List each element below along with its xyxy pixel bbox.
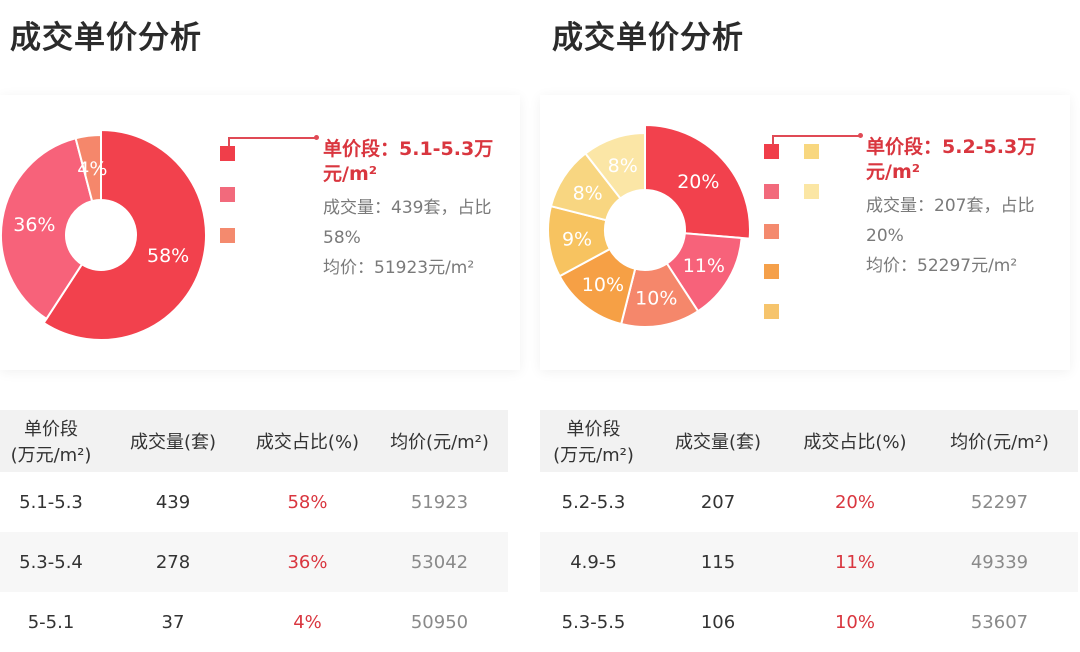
legend-swatch[interactable] (804, 184, 819, 199)
table-cell: 11% (789, 532, 921, 592)
segment-label: 单价段：5.2-5.3万元/m² (866, 136, 1037, 183)
legend-swatch[interactable] (220, 228, 235, 243)
callout-dot (858, 133, 863, 138)
slice-label: 8% (573, 183, 603, 205)
slice-label: 20% (677, 171, 719, 193)
table-cell: 5.2-5.3 (561, 491, 626, 513)
avg-price-text: 均价：52297元/m² (866, 256, 1018, 276)
column-header: 单价段 (万元/m²) (540, 410, 647, 472)
column-header: 成交占比(%) (244, 410, 371, 472)
slice-label: 36% (13, 214, 55, 236)
callout-line (228, 137, 230, 147)
pie-slice[interactable] (42, 128, 207, 341)
table-cell: 5.1-5.3 (19, 491, 83, 513)
table-cell: 5-5.1 (27, 611, 75, 633)
column-header: 成交量(套) (102, 410, 244, 472)
table-cell: 49339 (921, 532, 1078, 592)
legend-swatch[interactable] (764, 264, 779, 279)
table-cell: 439 (155, 491, 191, 513)
table-cell: 50950 (410, 611, 469, 633)
slice-label: 10% (582, 274, 624, 296)
callout-line (228, 137, 316, 139)
price-table: 单价段 (万元/m²) 成交量(套) 成交占比(%) 均价(元/m²) 5.1-5.3 4… (0, 410, 508, 652)
table-cell: 4.9-5 (540, 532, 647, 592)
pie-slice[interactable] (0, 137, 94, 321)
table-cell: 5.3-5.4 (0, 532, 102, 592)
slice-label: 4% (77, 158, 107, 180)
table-cell: 207 (700, 491, 736, 513)
table-cell: 53042 (371, 532, 508, 592)
callout-line (772, 135, 774, 145)
column-header: 单价段 (万元/m²) (0, 410, 102, 472)
tooltip-info: 单价段：5.1-5.3万元/m² 成交量：439套，占比58% 均价：51923… (323, 137, 523, 283)
tooltip-info: 单价段：5.2-5.3万元/m² 成交量：207套，占比20% 均价：52297… (866, 135, 1066, 281)
table-cell: 115 (647, 532, 789, 592)
volume-text: 成交量：439套，占比58% (323, 198, 492, 248)
table-row[interactable]: 4.9-5 115 11% 49339 (540, 532, 1078, 592)
column-header: 成交量(套) (647, 410, 789, 472)
table-row[interactable]: 5-5.1 37 4% 50950 (0, 592, 508, 652)
segment-label: 单价段：5.1-5.3万元/m² (323, 138, 494, 185)
pie-slice[interactable] (644, 123, 751, 240)
donut-chart: 58% 36% 4% (0, 128, 207, 341)
table-cell: 51923 (410, 491, 469, 513)
table-cell: 53607 (970, 611, 1029, 633)
table-cell: 106 (700, 611, 736, 633)
table-cell: 20% (834, 491, 875, 513)
panel-title: 成交单价分析 (10, 20, 202, 56)
table-row[interactable]: 5.3-5.4 278 36% 53042 (0, 532, 508, 592)
price-table: 单价段 (万元/m²) 成交量(套) 成交占比(%) 均价(元/m²) 5.2-5.3 2… (540, 410, 1078, 652)
slice-label: 58% (147, 245, 189, 267)
table-cell: 37 (161, 611, 185, 633)
right-panel: 成交单价分析 20% 11% 10% 10% 9% 8% 8% 单价段：5.2-5.3万元/… (540, 0, 1080, 648)
table-row[interactable]: 5.3-5.5 106 10% 53607 (540, 592, 1078, 652)
table-row[interactable]: 5.2-5.3 207 20% 52297 (540, 472, 1078, 532)
avg-price-text: 均价：51923元/m² (323, 258, 475, 278)
legend-swatch[interactable] (764, 304, 779, 319)
slice-label: 8% (608, 155, 638, 177)
callout-dot (314, 135, 319, 140)
legend-swatch[interactable] (220, 187, 235, 202)
table-cell: 58% (287, 491, 328, 513)
legend-swatch[interactable] (764, 144, 779, 159)
left-panel: 成交单价分析 58% 36% 4% 单价段：5.1-5.3万元/m² 成交量：439… (0, 0, 535, 648)
table-cell: 4% (293, 611, 322, 633)
legend-swatch[interactable] (804, 144, 819, 159)
table-cell: 278 (102, 532, 244, 592)
table-cell: 52297 (970, 491, 1029, 513)
table-cell: 5.3-5.5 (561, 611, 626, 633)
legend-swatch[interactable] (220, 146, 235, 161)
donut-chart: 20% 11% 10% 10% 9% 8%8% (547, 123, 751, 328)
chart-card: 20% 11% 10% 10% 9% 8% 8% 单价段：5.2-5.3万元/m² 成交量：… (540, 95, 1070, 370)
volume-text: 成交量：207套，占比20% (866, 196, 1035, 246)
column-header: 均价(元/m²) (921, 410, 1078, 472)
slice-label: 9% (562, 228, 592, 250)
table-row[interactable]: 5.1-5.3 439 58% 51923 (0, 472, 508, 532)
panel-title: 成交单价分析 (552, 20, 744, 56)
callout-line (772, 135, 860, 137)
column-header: 均价(元/m²) (371, 410, 508, 472)
table-cell: 10% (834, 611, 875, 633)
slice-label: 10% (635, 288, 677, 310)
legend-swatch[interactable] (764, 184, 779, 199)
table-cell: 36% (244, 532, 371, 592)
legend-swatch[interactable] (764, 224, 779, 239)
pie-slice[interactable] (584, 131, 646, 200)
chart-card: 58% 36% 4% 单价段：5.1-5.3万元/m² 成交量：439套，占比58%… (0, 95, 520, 370)
column-header: 成交占比(%) (789, 410, 921, 472)
pie-slice[interactable] (74, 133, 102, 203)
slice-label: 11% (683, 255, 725, 277)
